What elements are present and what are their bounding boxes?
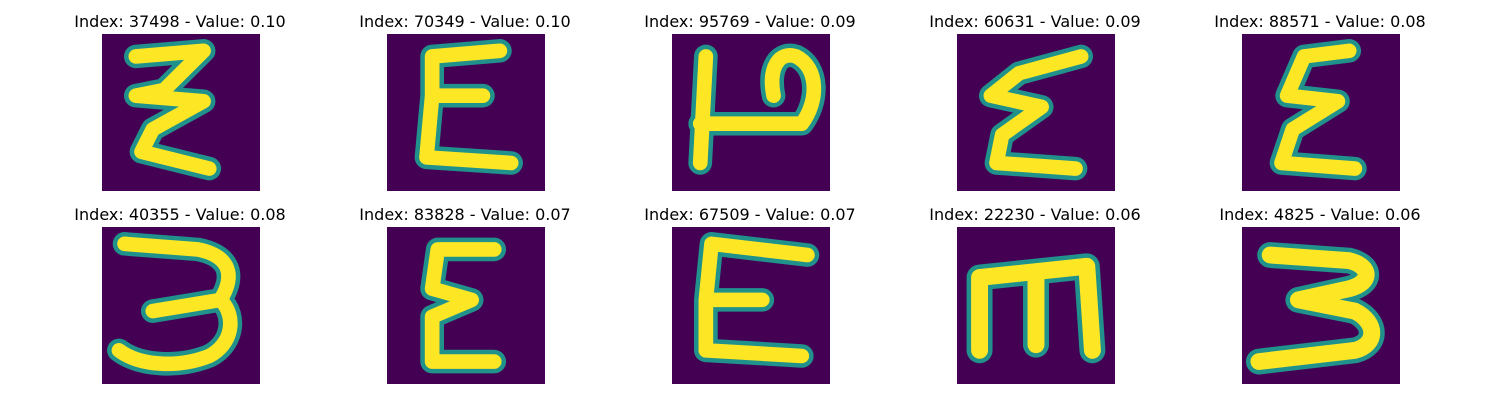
panel-8: Index: 67509 - Value: 0.07 (600, 193, 900, 384)
panel-3: Index: 95769 - Value: 0.09 (600, 0, 900, 191)
panel-5: Index: 88571 - Value: 0.08 (1170, 0, 1470, 191)
handwritten-glyph-image (387, 34, 545, 191)
panel-title: Index: 60631 - Value: 0.09 (929, 12, 1141, 31)
panel-title: Index: 70349 - Value: 0.10 (359, 12, 571, 31)
handwritten-glyph-image (1242, 227, 1400, 384)
panel-2: Index: 70349 - Value: 0.10 (315, 0, 615, 191)
panel-1: Index: 37498 - Value: 0.10 (30, 0, 330, 191)
panel-title: Index: 22230 - Value: 0.06 (929, 205, 1141, 224)
panel-title: Index: 88571 - Value: 0.08 (1214, 12, 1426, 31)
panel-title: Index: 95769 - Value: 0.09 (644, 12, 856, 31)
handwritten-glyph-image (672, 227, 830, 384)
handwritten-glyph-image (957, 34, 1115, 191)
handwritten-glyph-image (102, 227, 260, 384)
handwritten-glyph-image (102, 34, 260, 191)
handwritten-glyph-image (387, 227, 545, 384)
handwritten-glyph-image (672, 34, 830, 191)
handwritten-glyph-image (957, 227, 1115, 384)
panel-6: Index: 40355 - Value: 0.08 (30, 193, 330, 384)
panel-title: Index: 67509 - Value: 0.07 (644, 205, 856, 224)
panel-title: Index: 40355 - Value: 0.08 (74, 205, 286, 224)
panel-9: Index: 22230 - Value: 0.06 (885, 193, 1185, 384)
panel-title: Index: 83828 - Value: 0.07 (359, 205, 571, 224)
panel-10: Index: 4825 - Value: 0.06 (1170, 193, 1470, 384)
handwritten-glyph-image (1242, 34, 1400, 191)
panel-title: Index: 37498 - Value: 0.10 (74, 12, 286, 31)
panel-7: Index: 83828 - Value: 0.07 (315, 193, 615, 384)
panel-4: Index: 60631 - Value: 0.09 (885, 0, 1185, 191)
panel-title: Index: 4825 - Value: 0.06 (1219, 205, 1421, 224)
